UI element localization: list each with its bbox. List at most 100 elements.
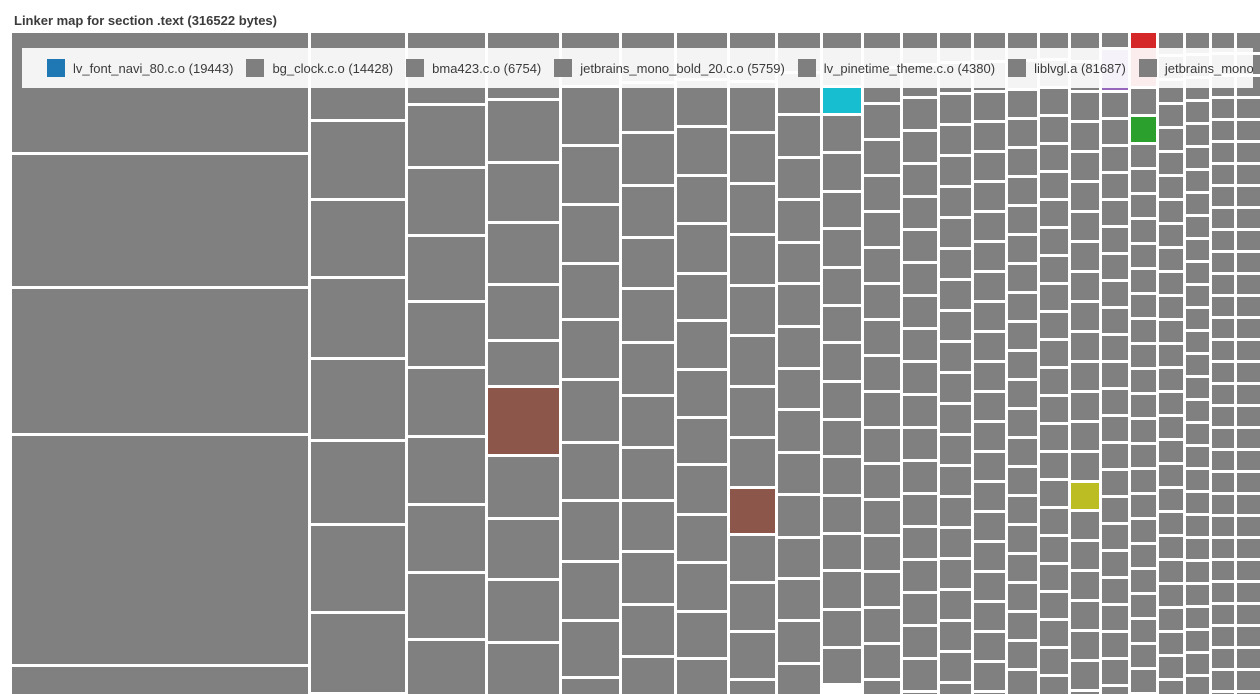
treemap-cell[interactable] [1008,439,1037,465]
treemap-cell[interactable] [1008,584,1037,610]
treemap-cell[interactable] [1186,263,1209,283]
treemap-cell[interactable] [864,501,900,534]
treemap-cell[interactable] [1040,649,1068,674]
treemap-cell[interactable] [1237,517,1260,536]
treemap-cell[interactable] [408,438,485,503]
treemap-cell[interactable] [1040,229,1068,254]
treemap-cell[interactable] [677,613,727,657]
treemap-cell[interactable] [730,439,775,486]
treemap-cell[interactable] [1040,425,1068,450]
treemap-cell[interactable] [974,603,1005,630]
treemap-cell[interactable] [1131,570,1156,592]
treemap-cell[interactable] [1186,631,1209,651]
treemap-cell[interactable] [1008,352,1037,378]
treemap-cell[interactable] [903,396,937,426]
treemap-cell[interactable] [823,344,861,380]
treemap-cell[interactable] [903,561,937,591]
treemap-cell[interactable] [974,243,1005,270]
treemap-cell[interactable] [778,159,820,198]
treemap-cell[interactable] [622,187,674,236]
treemap-cell[interactable] [1237,33,1260,52]
treemap-cell[interactable] [974,663,1005,690]
treemap-cell[interactable] [1237,275,1260,294]
treemap-cell[interactable] [1212,583,1234,602]
treemap-cell[interactable] [903,627,937,657]
treemap-cell[interactable] [903,330,937,360]
treemap-cell[interactable] [864,573,900,606]
treemap-cell[interactable] [1186,171,1209,191]
treemap-cell[interactable] [940,622,971,650]
treemap-cell[interactable] [1102,228,1128,252]
treemap-cell-cyan[interactable] [823,88,861,113]
treemap-cell[interactable] [1071,123,1099,150]
treemap-cell[interactable] [823,230,861,266]
treemap-cell[interactable] [864,681,900,694]
treemap-cell[interactable] [1040,257,1068,282]
treemap-cell[interactable] [1131,295,1156,317]
treemap-cell[interactable] [1071,423,1099,450]
treemap-cell[interactable] [1071,243,1099,270]
treemap-cell[interactable] [1008,91,1037,117]
treemap-cell[interactable] [730,134,775,182]
treemap-cell[interactable] [1186,585,1209,605]
treemap-cell[interactable] [1071,393,1099,420]
treemap-cell[interactable] [1102,93,1128,117]
treemap-cell[interactable] [622,134,674,184]
treemap-cell[interactable] [488,164,559,221]
treemap-cell[interactable] [1131,620,1156,642]
treemap-cell[interactable] [1071,602,1099,629]
treemap-cell[interactable] [1237,671,1260,690]
treemap-cell[interactable] [903,99,937,129]
treemap-cell[interactable] [940,591,971,619]
treemap-cell[interactable] [1071,572,1099,599]
treemap-cell[interactable] [1237,121,1260,140]
treemap-cell[interactable] [1212,275,1234,294]
treemap-cell[interactable] [1131,345,1156,367]
treemap-cell[interactable] [488,224,559,283]
treemap-cell[interactable] [311,279,405,357]
treemap-cell[interactable] [1212,231,1234,250]
treemap-cell[interactable] [1040,621,1068,646]
treemap-cell[interactable] [1040,677,1068,694]
treemap-cell[interactable] [974,573,1005,600]
treemap-cell[interactable] [1040,89,1068,114]
treemap-cell[interactable] [903,528,937,558]
treemap-cell[interactable] [1212,165,1234,184]
treemap-cell[interactable] [940,343,971,371]
treemap-cell[interactable] [562,679,619,694]
treemap-cell[interactable] [730,633,775,678]
treemap-cell[interactable] [1186,286,1209,306]
treemap-cell[interactable] [1131,89,1156,114]
treemap-cell[interactable] [1159,249,1183,270]
treemap-cell[interactable] [864,393,900,426]
treemap-cell[interactable] [1237,649,1260,668]
treemap-cell[interactable] [1159,369,1183,390]
treemap-cell[interactable] [1212,539,1234,558]
treemap-cell[interactable] [778,539,820,577]
treemap-cell[interactable] [864,429,900,462]
treemap-cell[interactable] [1186,516,1209,536]
treemap-cell[interactable] [1102,525,1128,549]
treemap-cell[interactable] [1040,201,1068,226]
treemap-cell[interactable] [1159,297,1183,318]
treemap-cell[interactable] [1131,395,1156,417]
treemap-cell[interactable] [677,466,727,513]
treemap-cell[interactable] [730,536,775,581]
treemap-cell[interactable] [562,502,619,560]
treemap-cell[interactable] [778,285,820,325]
treemap-cell[interactable] [1186,355,1209,375]
treemap-cell[interactable] [823,421,861,455]
treemap-cell[interactable] [1212,363,1234,382]
treemap-cell[interactable] [1040,369,1068,394]
treemap-cell[interactable] [974,393,1005,420]
treemap-cell[interactable] [1102,201,1128,225]
treemap-cell[interactable] [1008,120,1037,146]
treemap-cell[interactable] [1131,595,1156,617]
treemap-cell[interactable] [311,360,405,439]
treemap-cell[interactable] [864,141,900,174]
treemap-cell[interactable] [1040,397,1068,422]
treemap-cell[interactable] [1102,147,1128,171]
treemap-cell[interactable] [940,374,971,402]
treemap-cell[interactable] [12,289,308,433]
treemap-cell[interactable] [622,344,674,394]
